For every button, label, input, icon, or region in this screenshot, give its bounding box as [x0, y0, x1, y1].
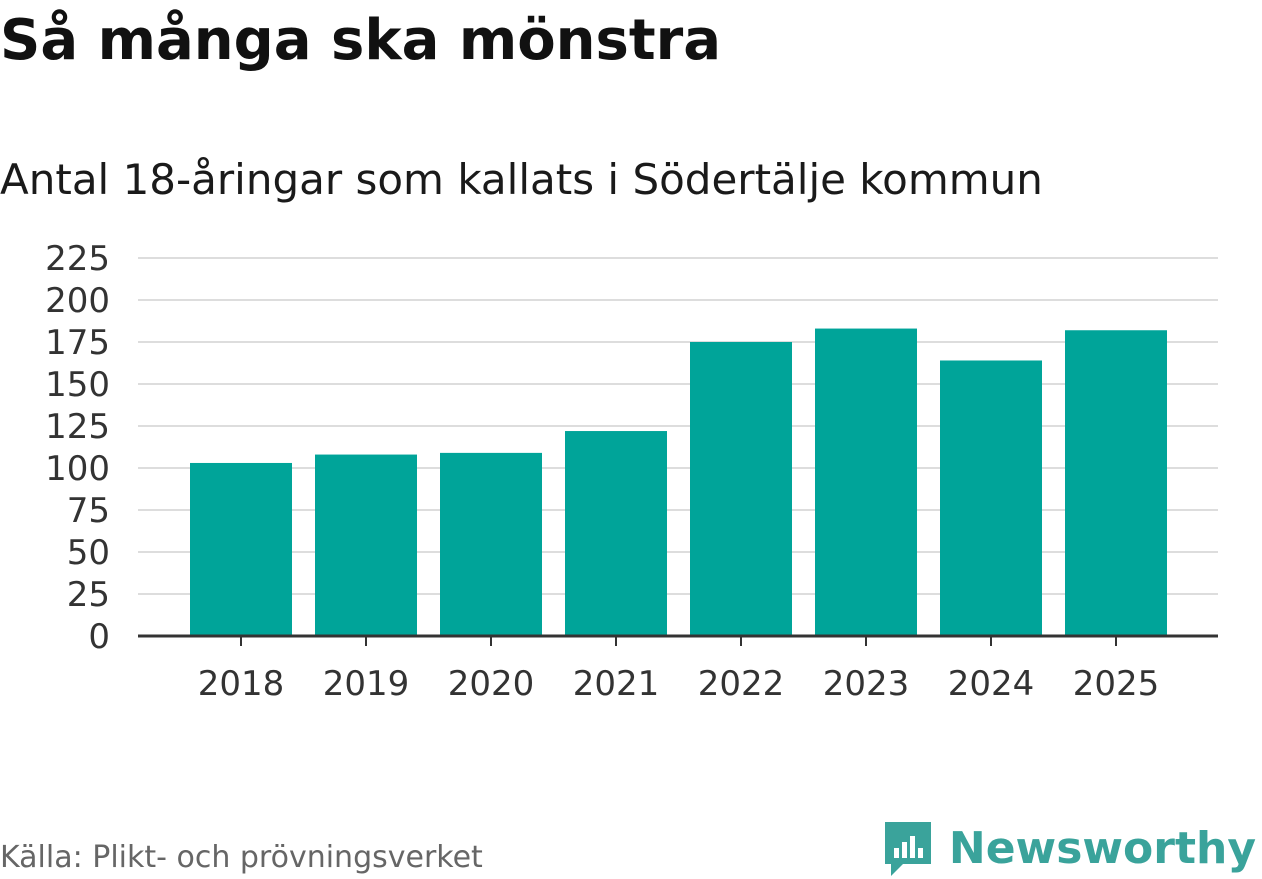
y-tick-label-125: 125: [45, 407, 110, 447]
y-tick-label-175: 175: [45, 323, 110, 363]
y-tick-label-200: 200: [45, 281, 110, 321]
bar-2022: [690, 342, 792, 636]
y-tick-label-75: 75: [67, 491, 110, 531]
y-tick-label-225: 225: [45, 239, 110, 279]
y-tick-label-150: 150: [45, 365, 110, 405]
chart-subtitle: Antal 18-åringar som kallats i Södertälj…: [0, 155, 1043, 204]
bar-2025: [1065, 330, 1167, 636]
x-tick-label-2019: 2019: [323, 664, 410, 704]
bars: [190, 328, 1167, 636]
y-tick-label-50: 50: [67, 533, 110, 573]
x-tick-label-2022: 2022: [698, 664, 785, 704]
bar-2019: [315, 454, 417, 636]
x-tick-labels: 2018 2019 2020 2021 2022 2023 2024 2025: [198, 664, 1160, 704]
bar-2020: [440, 452, 542, 636]
brand-logo: Newsworthy: [883, 818, 1256, 878]
x-tick-label-2024: 2024: [948, 664, 1035, 704]
y-tick-label-100: 100: [45, 449, 110, 489]
bar-2018: [190, 462, 292, 636]
x-tick-label-2023: 2023: [823, 664, 910, 704]
source-note: Källa: Plikt- och prövningsverket: [0, 840, 483, 875]
x-tick-label-2018: 2018: [198, 664, 285, 704]
bar-2021: [565, 431, 667, 636]
gridlines: [138, 257, 1218, 595]
y-tick-label-0: 0: [88, 617, 110, 657]
y-tick-label-25: 25: [67, 575, 110, 615]
brand-name: Newsworthy: [948, 822, 1256, 874]
newsworthy-logo-icon: [884, 822, 931, 876]
x-tick-label-2020: 2020: [448, 664, 535, 704]
axes: [138, 634, 1218, 646]
chart-title: Så många ska mönstra: [0, 8, 722, 73]
bar-2023: [815, 328, 917, 636]
x-tick-label-2021: 2021: [573, 664, 660, 704]
bar-2024: [940, 360, 1042, 636]
x-tick-label-2025: 2025: [1073, 664, 1160, 704]
